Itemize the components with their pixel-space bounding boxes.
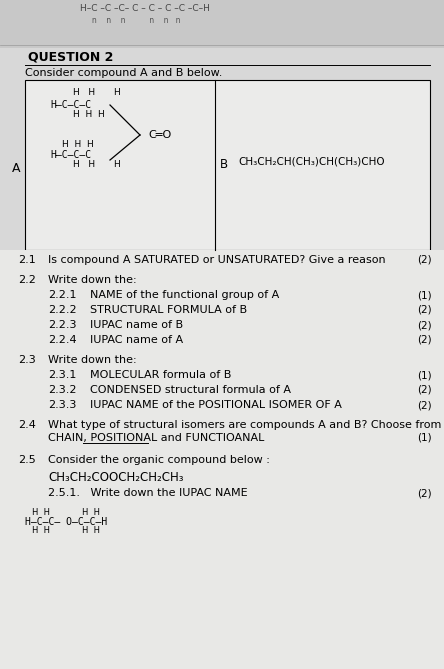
Text: n    n    n          n    n   n: n n n n n n	[80, 16, 181, 25]
Text: B: B	[220, 158, 228, 171]
Text: H   H: H H	[73, 160, 95, 169]
Text: IUPAC name of B: IUPAC name of B	[90, 320, 183, 330]
Text: CONDENSED structural formula of A: CONDENSED structural formula of A	[90, 385, 291, 395]
Text: 2.2.4: 2.2.4	[48, 335, 77, 345]
Text: IUPAC NAME of the POSITIONAL ISOMER OF A: IUPAC NAME of the POSITIONAL ISOMER OF A	[90, 400, 342, 410]
Text: H–C –C –C– C – C – C –C –C–H: H–C –C –C– C – C – C –C –C–H	[80, 4, 210, 13]
Text: H  H: H H	[32, 508, 50, 517]
Text: H–C–C–C: H–C–C–C	[50, 100, 91, 110]
Text: Consider the organic compound below :: Consider the organic compound below :	[48, 455, 270, 465]
Text: 2.2.1: 2.2.1	[48, 290, 76, 300]
Text: (2): (2)	[417, 400, 432, 410]
Text: QUESTION 2: QUESTION 2	[28, 50, 113, 63]
Text: H  H  H: H H H	[73, 110, 105, 119]
Text: CH₃CH₂CH(CH₃)CH(CH₃)CHO: CH₃CH₂CH(CH₃)CH(CH₃)CHO	[238, 156, 385, 166]
Text: What type of structural isomers are compounds A and B? Choose from: What type of structural isomers are comp…	[48, 420, 441, 430]
Bar	[25, 80, 430, 250]
Text: IUPAC name of A: IUPAC name of A	[90, 335, 183, 345]
Text: H  H: H H	[82, 526, 100, 535]
Text: (2): (2)	[417, 255, 432, 265]
Text: (2): (2)	[417, 385, 432, 395]
Text: CH₃CH₂COOCH₂CH₂CH₃: CH₃CH₂COOCH₂CH₂CH₃	[48, 471, 183, 484]
Text: H   H: H H	[73, 88, 95, 97]
Text: Consider compound A and B below.: Consider compound A and B below.	[25, 68, 222, 78]
Text: (1): (1)	[417, 290, 432, 300]
Text: 2.1: 2.1	[18, 255, 36, 265]
Text: 2.5: 2.5	[18, 455, 36, 465]
Text: (2): (2)	[417, 335, 432, 345]
Text: H: H	[113, 88, 120, 97]
Bar	[0, 250, 444, 669]
Text: H: H	[113, 160, 120, 169]
Text: NAME of the functional group of A: NAME of the functional group of A	[90, 290, 279, 300]
Text: 2.3.3: 2.3.3	[48, 400, 76, 410]
Text: 2.3: 2.3	[18, 355, 36, 365]
Text: 2.4: 2.4	[18, 420, 36, 430]
Text: (2): (2)	[417, 320, 432, 330]
Text: 2.2.3: 2.2.3	[48, 320, 76, 330]
Text: 2.3.1: 2.3.1	[48, 370, 76, 380]
Text: C═O: C═O	[148, 130, 171, 140]
Text: (2): (2)	[417, 488, 432, 498]
Text: MOLECULAR formula of B: MOLECULAR formula of B	[90, 370, 231, 380]
Text: Write down the:: Write down the:	[48, 355, 137, 365]
Text: Write down the:: Write down the:	[48, 275, 137, 285]
Text: 2.5.1.   Write down the IUPAC NAME: 2.5.1. Write down the IUPAC NAME	[48, 488, 248, 498]
Text: (1): (1)	[417, 433, 432, 443]
Text: 2.2: 2.2	[18, 275, 36, 285]
Bar	[0, 0, 444, 48]
Text: H  H: H H	[82, 508, 100, 517]
Text: Is compound A SATURATED or UNSATURATED? Give a reason: Is compound A SATURATED or UNSATURATED? …	[48, 255, 386, 265]
Text: H  H  H: H H H	[62, 140, 94, 149]
Text: 2.3.2: 2.3.2	[48, 385, 76, 395]
Text: H  H: H H	[32, 526, 50, 535]
Text: H–C–C–C: H–C–C–C	[50, 150, 91, 160]
Text: A: A	[12, 162, 20, 175]
Text: (1): (1)	[417, 370, 432, 380]
Text: 2.2.2: 2.2.2	[48, 305, 77, 315]
Text: H–C–C– O–C–C–H: H–C–C– O–C–C–H	[25, 517, 107, 527]
Text: (2): (2)	[417, 305, 432, 315]
Text: STRUCTURAL FORMULA of B: STRUCTURAL FORMULA of B	[90, 305, 247, 315]
Text: CHAIN, POSITIONAL and FUNCTIOANAL: CHAIN, POSITIONAL and FUNCTIOANAL	[48, 433, 264, 443]
